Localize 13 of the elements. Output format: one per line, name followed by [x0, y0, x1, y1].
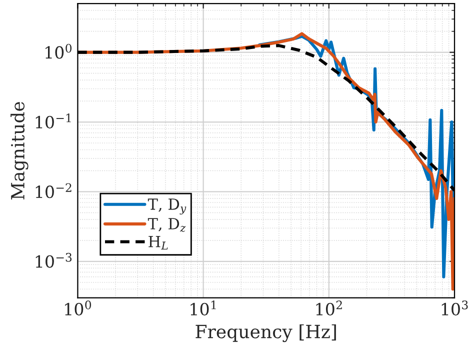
- x-axis-title: Frequency [Hz]: [196, 324, 336, 342]
- x-tick-label: 10$^{3}$: [442, 300, 468, 316]
- y-tick-label: 10$^{0}$: [46, 44, 72, 59]
- legend-label: T, D$_{y}$: [148, 198, 186, 214]
- legend-label: H$_{L}$: [148, 236, 168, 250]
- x-tick-label: 10$^{1}$: [190, 300, 216, 316]
- legend-label: T, D$_{z}$: [148, 218, 186, 232]
- x-tick-label: 10$^{2}$: [316, 300, 342, 316]
- x-tick-label: 10$^{0}$: [65, 300, 92, 316]
- y-axis-title: Magnitude: [10, 102, 28, 200]
- y-tick-label: 10$^{−2}$: [36, 183, 72, 198]
- y-tick-label: 10$^{−3}$: [36, 252, 72, 268]
- y-tick-label: 10$^{−1}$: [36, 114, 71, 128]
